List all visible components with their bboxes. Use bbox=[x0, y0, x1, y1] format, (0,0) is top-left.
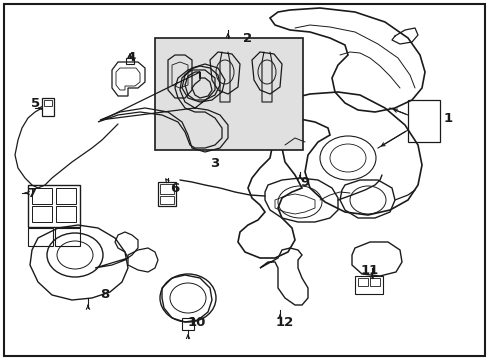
Bar bbox=[155, 38, 303, 150]
Bar bbox=[407, 100, 439, 142]
Text: 9: 9 bbox=[300, 176, 309, 189]
Text: 8: 8 bbox=[100, 288, 109, 302]
Bar bbox=[28, 185, 80, 227]
Text: 12: 12 bbox=[275, 315, 293, 328]
Bar bbox=[32, 188, 52, 204]
Text: 11: 11 bbox=[360, 264, 378, 276]
Text: 3: 3 bbox=[210, 157, 219, 170]
Bar bbox=[126, 58, 134, 64]
Bar bbox=[55, 228, 80, 246]
Text: 4: 4 bbox=[126, 50, 135, 63]
Bar bbox=[369, 278, 379, 286]
Bar bbox=[160, 184, 174, 194]
Bar bbox=[357, 278, 367, 286]
Text: 6: 6 bbox=[170, 181, 179, 194]
Bar bbox=[56, 188, 76, 204]
Bar bbox=[28, 228, 53, 246]
Bar bbox=[182, 318, 194, 330]
Bar bbox=[158, 182, 176, 206]
Bar bbox=[44, 100, 52, 106]
Text: 7: 7 bbox=[27, 186, 37, 199]
Text: 5: 5 bbox=[31, 96, 41, 109]
Bar bbox=[42, 98, 54, 116]
Polygon shape bbox=[168, 55, 192, 98]
Bar bbox=[354, 276, 382, 294]
Text: 10: 10 bbox=[187, 315, 206, 328]
Text: 1: 1 bbox=[443, 112, 451, 125]
Text: 2: 2 bbox=[243, 32, 252, 45]
Bar bbox=[160, 196, 174, 204]
Bar bbox=[56, 206, 76, 222]
Bar bbox=[32, 206, 52, 222]
